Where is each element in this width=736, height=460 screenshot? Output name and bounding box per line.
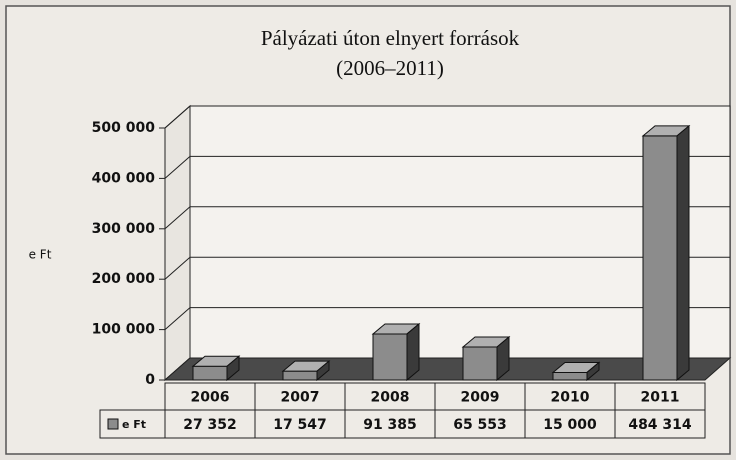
data-label: 17 547 [273, 417, 327, 433]
grid-line [164, 307, 730, 330]
bar-front [192, 365, 228, 381]
bar-side [226, 355, 240, 382]
x-tick-label: 2007 [281, 390, 320, 406]
bar-front [462, 346, 498, 381]
x-tick-label: 2010 [551, 390, 590, 406]
y-tick-label: 400 000 [92, 170, 156, 186]
grid-line [164, 206, 730, 230]
bar-front [552, 371, 588, 381]
data-label: 27 352 [183, 417, 237, 433]
y-tick-label: 0 [145, 372, 155, 388]
grid-line [164, 256, 730, 280]
data-label: 15 000 [543, 417, 597, 433]
data-label: 65 553 [453, 417, 507, 433]
bar-side [586, 361, 600, 382]
y-tick-label: 500 000 [92, 120, 156, 136]
y-tick-label: 100 000 [92, 322, 156, 338]
chart-title: Pályázati úton elnyert források [261, 26, 520, 50]
y-axis-label: e Ft [29, 248, 52, 262]
data-label: 484 314 [628, 417, 692, 433]
legend-label: e Ft [122, 418, 146, 431]
x-tick-label: 2009 [461, 390, 500, 406]
bar-side [676, 124, 690, 382]
bar-front [642, 135, 678, 381]
x-tick-label: 2008 [371, 390, 410, 406]
grid-line [164, 105, 730, 129]
bar-side [316, 360, 330, 382]
bar-front [282, 370, 318, 381]
bar-side [496, 335, 510, 382]
x-tick-label: 2011 [641, 390, 680, 406]
chart-subtitle: (2006–2011) [336, 56, 444, 80]
grid-line [164, 155, 730, 179]
x-tick-label: 2006 [191, 390, 230, 406]
table [99, 409, 706, 439]
bar-side [406, 322, 420, 382]
y-tick-label: 200 000 [92, 271, 156, 287]
side-wall [164, 104, 191, 382]
y-tick-label: 300 000 [92, 221, 156, 237]
data-label: 91 385 [363, 417, 417, 433]
legend-swatch [107, 418, 119, 430]
bar-front [372, 333, 408, 381]
